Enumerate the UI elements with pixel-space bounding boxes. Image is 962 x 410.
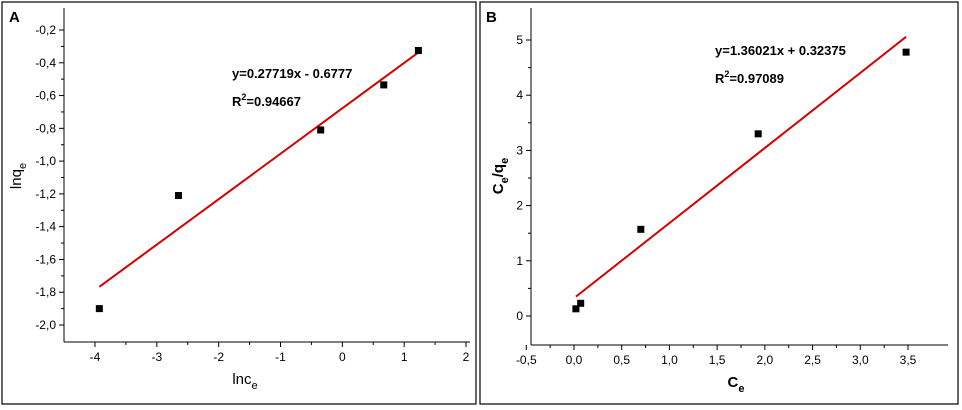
panel-a-data-point	[174, 192, 182, 200]
panel-a-x-tick-label: 1	[401, 350, 408, 364]
panel-a-fit-line	[98, 51, 419, 288]
panel-a-data-point	[317, 126, 325, 134]
panel-a-y-tick-label: -0,4	[35, 56, 56, 70]
panel-b-data-point	[754, 130, 762, 138]
panel-a-y-ticks: -2,0 -1,8 -1,6 -1,4 -1,2 -1,0 -0,8 -0,6 -0,4 -0,2	[35, 23, 64, 332]
panel-a-y-tick-label: -1,6	[35, 252, 56, 266]
panel-a-x-tick-label: -4	[90, 350, 101, 364]
panel-a-data-point	[414, 46, 422, 54]
panel-a-equation: y=0.27719x - 0.6777	[232, 66, 352, 81]
panel-a-data-point	[380, 81, 388, 89]
panel-a-y-tick-label: -0,8	[35, 121, 56, 135]
panel-b-x-title: Ce	[728, 374, 745, 395]
panel-b-data-point	[902, 48, 910, 56]
panel-b-y-tick-label: 1	[516, 254, 523, 268]
panel-a-x-ticks: -4 -3 -2 -1 0 1 2	[90, 342, 470, 364]
panel-a-r2: R2=0.94667	[232, 92, 301, 109]
panel-b-y-title: Ce/qe	[490, 158, 511, 194]
panel-a-points	[95, 46, 422, 313]
panel-b-x-tick-label: 3,5	[900, 353, 917, 367]
panel-b-y-tick-label: 2	[516, 199, 523, 213]
panel-a-y-tick-label: -1,0	[35, 154, 56, 168]
panel-b-x-tick-label: 2,5	[804, 353, 821, 367]
panel-b-x-tick-label: 0,5	[613, 353, 630, 367]
panel-b-y-tick-label: 4	[516, 88, 523, 102]
panel-a-y-tick-label: -1,2	[35, 187, 56, 201]
panel-b-x-tick-label: 2,0	[757, 353, 774, 367]
panel-b-x-ticks: -0,5 0,0 0,5 1,0 1,5 2,0 2,5 3,0 3,5	[516, 345, 917, 367]
panel-b-y-tick-label: 0	[516, 309, 523, 323]
panel-b-y-ticks: 0 1 2 3 4 5	[516, 33, 531, 323]
panel-b-points	[572, 48, 910, 313]
panel-b: B -0,5 0,0 0,5 1,0 1,5 2,0 2,5 3,0 3,5 0 1 2 3 4 5 y=…	[479, 1, 959, 405]
panel-b-x-tick-label: 1,0	[661, 353, 678, 367]
panel-b-data-point	[577, 299, 585, 307]
panel-a-x-tick-label: -3	[151, 350, 162, 364]
panel-a-y-tick-label: -0,6	[35, 89, 56, 103]
panel-b-x-tick-label: 1,5	[709, 353, 726, 367]
panel-a-x-tick-label: -2	[213, 350, 224, 364]
panel-a-y-title: lnqe	[8, 163, 29, 189]
panel-a-x-tick-label: 0	[339, 350, 346, 364]
panel-b-letter: B	[486, 9, 497, 26]
panel-b-y-tick-label: 3	[516, 143, 523, 157]
panel-a-x-title: lnce	[232, 371, 257, 392]
panel-b-x-tick-label: 3,0	[852, 353, 869, 367]
panel-a: A -4 -3 -2 -1 0 1 2 -2,0 -1,8 -1,6 -1,4 -1,2 -1,0 -0…	[1, 1, 477, 405]
panel-b-data-point	[572, 305, 580, 313]
panel-a-y-tick-label: -1,4	[35, 220, 56, 234]
panel-b-fit-line	[575, 36, 907, 298]
panel-b-data-point	[637, 225, 645, 233]
panel-a-y-tick-label: -0,2	[35, 23, 56, 37]
panel-a-x-tick-label: 2	[463, 350, 470, 364]
panel-b-y-tick-label: 5	[516, 33, 523, 47]
panel-b-x-tick-label: -0,5	[516, 353, 537, 367]
panel-b-r2: R2=0.97089	[715, 69, 784, 86]
panel-a-y-tick-label: -1,8	[35, 285, 56, 299]
panel-a-letter: A	[9, 9, 20, 26]
panel-a-x-tick-label: -1	[275, 350, 286, 364]
panel-b-x-tick-label: 0,0	[566, 353, 583, 367]
panel-b-frame	[479, 1, 959, 405]
panel-a-y-tick-label: -2,0	[35, 318, 56, 332]
panel-b-equation: y=1.36021x + 0.32375	[715, 43, 846, 58]
panel-a-data-point	[95, 305, 103, 313]
